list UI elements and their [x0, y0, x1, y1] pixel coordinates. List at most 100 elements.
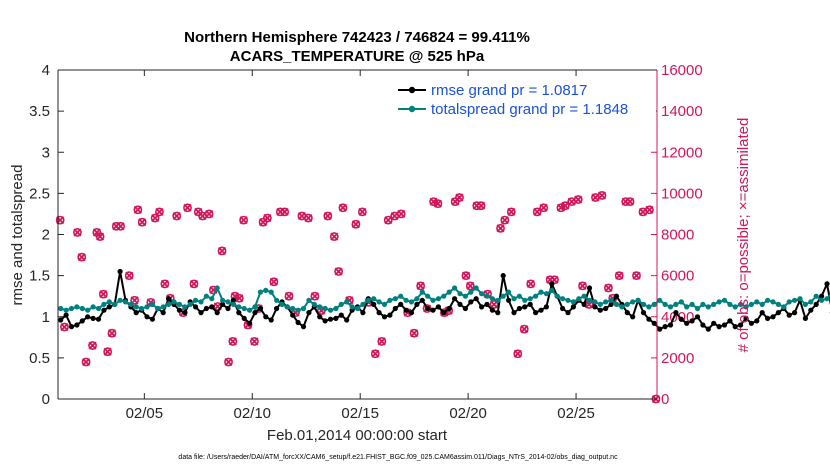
- totalspread-point: [516, 293, 523, 299]
- rmse-point: [133, 310, 139, 316]
- rmse-point: [716, 324, 722, 330]
- obs-assimilated-marker: [597, 191, 606, 200]
- totalspread-point: [241, 305, 247, 312]
- obs-assimilated-marker: [384, 216, 393, 225]
- totalspread-point: [781, 304, 787, 310]
- totalspread-point: [230, 301, 236, 307]
- rmse-point: [775, 310, 782, 316]
- obs-assimilated-marker: [77, 253, 86, 262]
- y-axis-label-right: # of obs: o=possible; ×=assimilated: [735, 118, 752, 353]
- obs-assimilated-marker: [591, 193, 600, 202]
- totalspread-point: [549, 287, 555, 293]
- rmse-point: [802, 315, 809, 321]
- obs-possible-marker: [338, 203, 348, 213]
- totalspread-point: [274, 297, 280, 303]
- obs-assimilated-marker: [632, 271, 641, 280]
- totalspread-point: [479, 291, 485, 297]
- rmse-point: [759, 310, 765, 316]
- rmse-point: [225, 305, 231, 312]
- totalspread-point: [635, 297, 641, 303]
- totalspread-point: [646, 304, 652, 310]
- totalspread-point: [344, 299, 350, 305]
- obs-assimilated-marker: [507, 207, 516, 216]
- totalspread-point: [527, 296, 533, 302]
- rmse-point: [230, 297, 236, 303]
- totalspread-point: [662, 301, 668, 307]
- totalspread-point: [419, 289, 425, 295]
- rmse-point: [300, 324, 307, 330]
- totalspread-point: [754, 299, 760, 305]
- obs-assimilated-marker: [205, 209, 214, 218]
- totalspread-point: [786, 299, 792, 305]
- totalspread-point: [58, 305, 64, 312]
- rmse-point: [144, 314, 150, 320]
- totalspread-point: [457, 291, 463, 297]
- totalspread-point: [684, 304, 690, 310]
- plot-area: 00.511.522.533.5402000400060008000100001…: [29, 62, 830, 422]
- totalspread-point: [689, 301, 695, 307]
- rmse-point: [646, 316, 652, 322]
- totalspread-point: [624, 301, 630, 307]
- totalspread-point: [403, 297, 409, 303]
- rmse-point: [117, 268, 123, 275]
- totalspread-point: [95, 305, 102, 312]
- totalspread-point: [694, 305, 701, 312]
- rmse-point: [408, 310, 415, 316]
- obs-assimilated-marker: [410, 329, 419, 338]
- totalspread-point: [678, 299, 684, 305]
- rmse-point: [624, 310, 630, 316]
- totalspread-point: [74, 304, 80, 310]
- obs-assimilated-marker: [138, 218, 147, 227]
- rmse-point: [705, 326, 711, 332]
- rmse-point: [700, 322, 706, 328]
- rmse-point: [203, 305, 209, 312]
- rmse-point: [765, 315, 771, 321]
- rmse-point: [322, 318, 328, 324]
- obs-possible-marker: [98, 289, 108, 299]
- rmse-point: [684, 320, 690, 326]
- rmse-point: [182, 310, 188, 316]
- obs-possible-marker: [323, 211, 333, 221]
- rmse-point: [694, 314, 701, 320]
- obs-assimilated-marker: [334, 267, 343, 276]
- rmse-point: [176, 307, 182, 313]
- totalspread-point: [716, 299, 722, 305]
- obs-possible-marker: [73, 228, 82, 237]
- y-right-tick-label: 16000: [661, 62, 703, 79]
- rmse-point: [274, 305, 280, 312]
- y-left-tick-label: 3: [42, 144, 50, 161]
- obs-assimilated-marker: [297, 211, 306, 221]
- rmse-point: [387, 312, 393, 318]
- obs-assimilated-marker: [338, 203, 347, 212]
- rmse-point: [435, 304, 441, 310]
- obs-possible-marker: [239, 215, 249, 225]
- totalspread-point: [738, 301, 744, 307]
- obs-assimilated-marker: [88, 341, 97, 350]
- obs-possible-marker: [519, 324, 529, 334]
- obs-possible-marker: [234, 293, 244, 303]
- obs-possible-marker: [217, 246, 227, 256]
- totalspread-point: [79, 305, 85, 312]
- x-tick-label: 02/25: [557, 405, 595, 422]
- rmse-point: [770, 314, 776, 320]
- totalspread-point: [187, 301, 193, 307]
- totalspread-point: [792, 297, 798, 303]
- obs-assimilated-marker: [638, 207, 648, 216]
- rmse-point: [360, 310, 366, 316]
- rmse-point: [425, 305, 431, 312]
- rmse-point: [581, 301, 587, 307]
- rmse-point: [651, 320, 657, 326]
- obs-assimilated-marker: [358, 207, 367, 216]
- y-right-tick-label: 12000: [661, 144, 703, 161]
- rmse-point: [711, 320, 717, 326]
- obs-possible-marker: [604, 283, 613, 293]
- rmse-point: [252, 310, 258, 316]
- obs-possible-marker: [224, 357, 233, 367]
- obs-possible-marker: [351, 219, 361, 229]
- totalspread-point: [300, 305, 307, 312]
- totalspread-point: [139, 305, 145, 312]
- totalspread-point: [68, 305, 75, 312]
- legend-rmse-label: rmse grand pr = 1.0817: [431, 82, 587, 99]
- rmse-point: [392, 305, 398, 312]
- totalspread-point: [182, 304, 188, 310]
